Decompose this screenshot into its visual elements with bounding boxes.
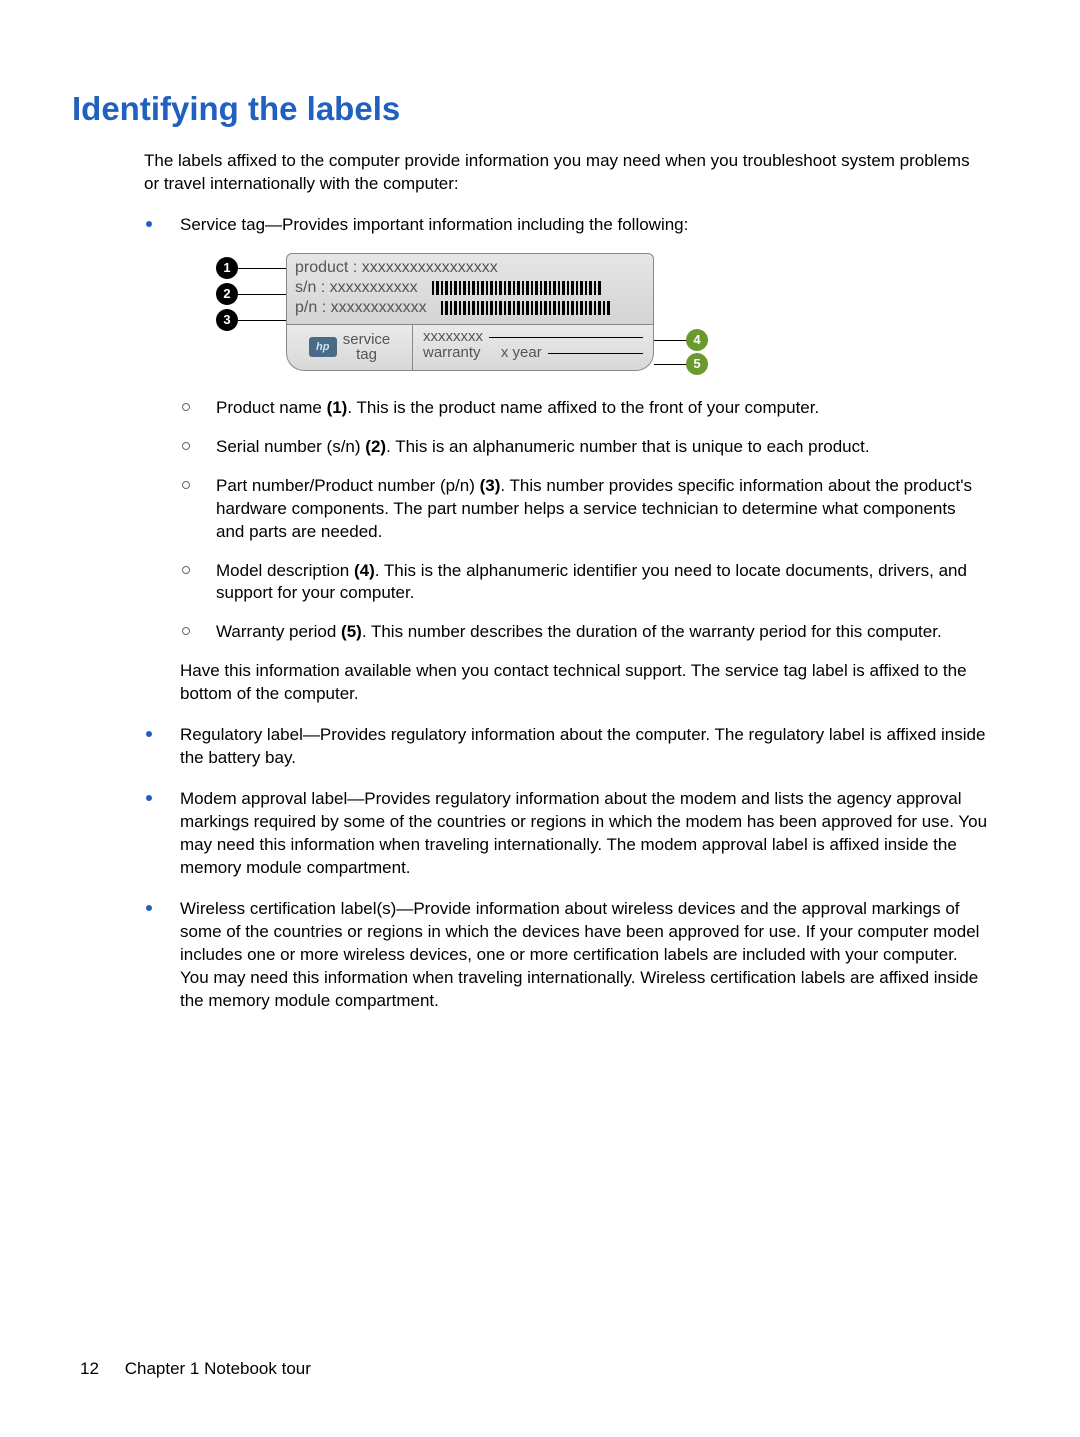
list-item: Service tag—Provides important informati… [144, 214, 988, 706]
list-item: Serial number (s/n) (2). This is an alph… [180, 436, 988, 459]
t: Model description [216, 561, 354, 580]
t: . This number describes the duration of … [362, 622, 942, 641]
barcode-icon [432, 281, 602, 295]
service-tag-label: product : xxxxxxxxxxxxxxxxx s/n : xxxxxx… [286, 253, 654, 371]
leader-line [548, 353, 643, 354]
list-item: Warranty period (5). This number describ… [180, 621, 988, 644]
callout-4: 4 [686, 329, 708, 351]
ref-num: (5) [341, 622, 362, 641]
callout-3: 3 [216, 309, 238, 331]
t: Part number/Product number (p/n) [216, 476, 480, 495]
tag-year: x year [501, 345, 542, 362]
list-item: Model description (4). This is the alpha… [180, 560, 988, 606]
leader-line [489, 337, 643, 338]
ref-num: (3) [480, 476, 501, 495]
list-text: Have this information available when you… [180, 660, 988, 706]
t: . This is an alphanumeric number that is… [386, 437, 870, 456]
tag-sn: s/n : xxxxxxxxxxx [295, 278, 418, 298]
callout-line [238, 294, 286, 295]
sub-list: Product name (1). This is the product na… [180, 397, 988, 645]
page-footer: 12 Chapter 1 Notebook tour [80, 1359, 311, 1379]
list-text: Service tag—Provides important informati… [180, 215, 688, 234]
service-tag-diagram: 1 2 3 4 5 product : xxxxxxxxxxxxxxxxx s/… [216, 253, 716, 377]
tag-bottom: hp service tag xxxxxxxx warranty x year [286, 325, 654, 371]
ref-num: (4) [354, 561, 375, 580]
list-item: Regulatory label—Provides regulatory inf… [144, 724, 988, 770]
intro-text: The labels affixed to the computer provi… [144, 150, 988, 196]
list-item: Part number/Product number (p/n) (3). Th… [180, 475, 988, 544]
ref-num: (2) [365, 437, 386, 456]
list-item: Wireless certification label(s)—Provide … [144, 898, 988, 1013]
t: . This is the product name affixed to th… [347, 398, 819, 417]
tag-service: service [343, 331, 391, 348]
callout-2: 2 [216, 283, 238, 305]
tag-product: product : xxxxxxxxxxxxxxxxx [295, 258, 498, 278]
list-item: Product name (1). This is the product na… [180, 397, 988, 420]
list-text: Modem approval label—Provides regulatory… [180, 789, 987, 877]
callout-5: 5 [686, 353, 708, 375]
callout-1: 1 [216, 257, 238, 279]
ref-num: (1) [327, 398, 348, 417]
callout-line [654, 364, 686, 365]
t: Product name [216, 398, 327, 417]
page-heading: Identifying the labels [72, 90, 1008, 128]
chapter-label: Chapter 1 Notebook tour [125, 1359, 311, 1378]
tag-pn: p/n : xxxxxxxxxxxx [295, 298, 427, 318]
t: Warranty period [216, 622, 341, 641]
callout-line [238, 320, 286, 321]
callout-line [238, 268, 286, 269]
callout-line [654, 340, 686, 341]
page-number: 12 [80, 1359, 120, 1379]
list-text: Regulatory label—Provides regulatory inf… [180, 725, 985, 767]
list-item: Modem approval label—Provides regulatory… [144, 788, 988, 880]
barcode-icon [441, 301, 611, 315]
hp-logo-icon: hp [309, 337, 337, 357]
main-list: Service tag—Provides important informati… [144, 214, 988, 1013]
tag-top: product : xxxxxxxxxxxxxxxxx s/n : xxxxxx… [286, 253, 654, 325]
tag-warranty: warranty [423, 345, 481, 362]
tag-model: xxxxxxxx [423, 329, 483, 346]
t: Serial number (s/n) [216, 437, 365, 456]
list-text: Wireless certification label(s)—Provide … [180, 899, 979, 1010]
tag-tag: tag [356, 346, 377, 363]
